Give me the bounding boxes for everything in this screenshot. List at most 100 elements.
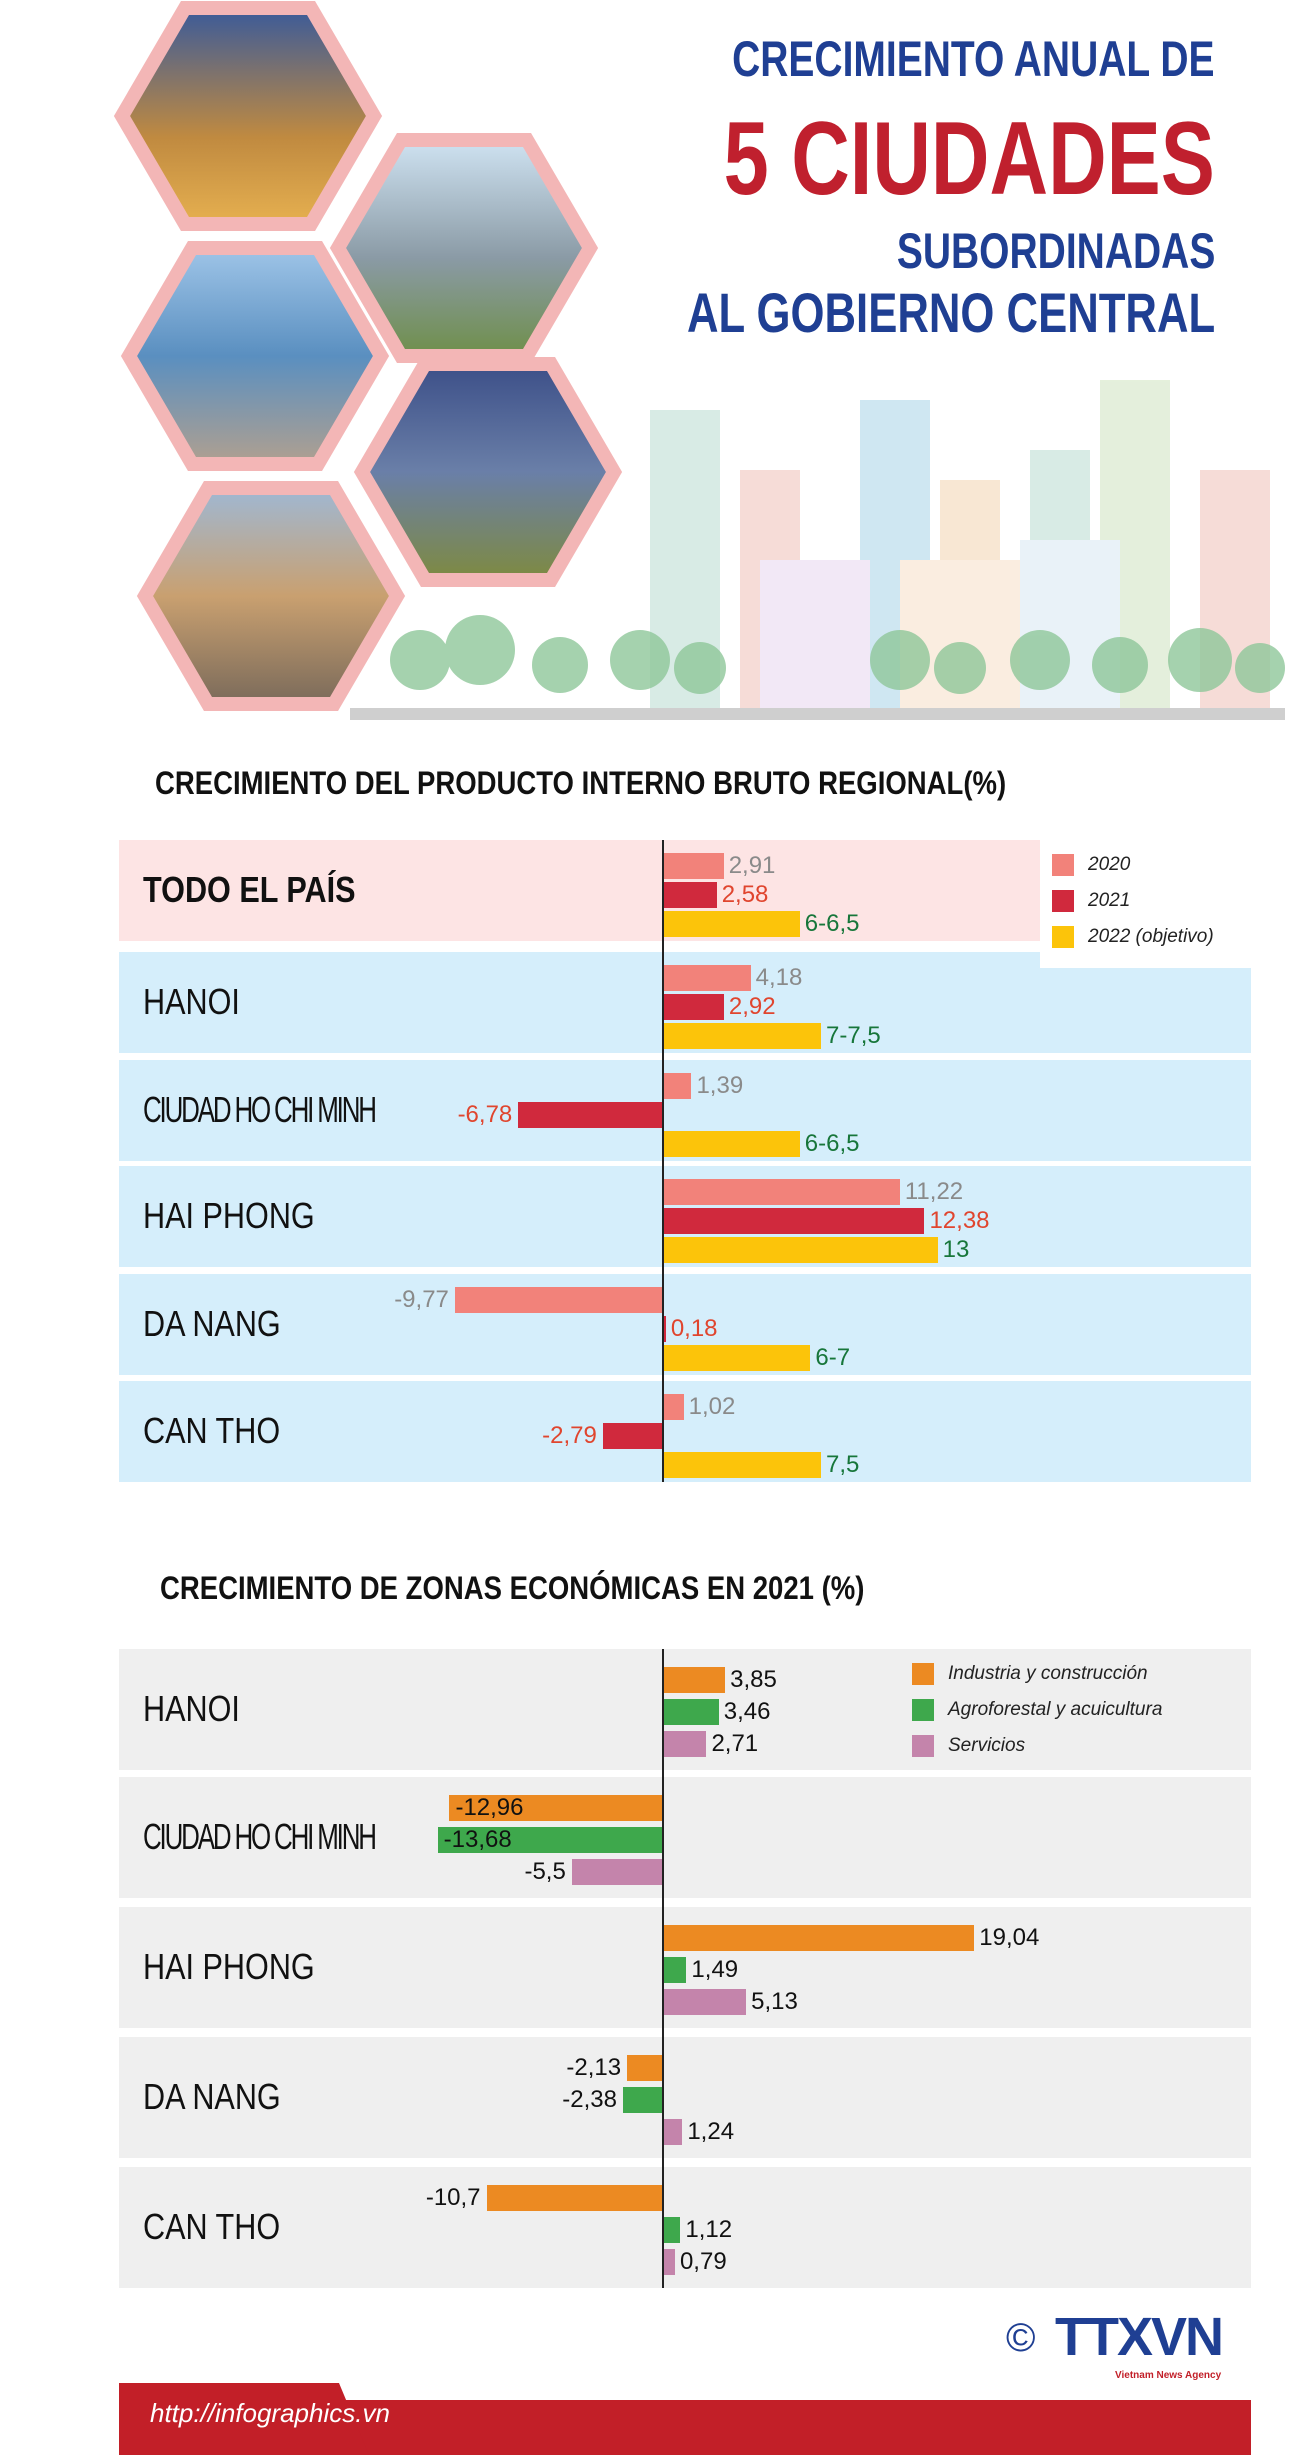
data-label: -12,96 (455, 1794, 524, 1821)
legend: Industria y construcción Agroforestal y a… (900, 1649, 1251, 1770)
title-line-1: CRECIMIENTO ANUAL DE (732, 31, 1215, 87)
title-line-4: AL GOBIERNO CENTRAL (686, 281, 1215, 344)
title-line-2: 5 CIUDADES (723, 101, 1215, 217)
city-label: HAI PHONG (143, 1945, 315, 1987)
city-label: TODO EL PAÍS (143, 868, 356, 910)
data-label: -9,77 (394, 1286, 449, 1313)
bar-2022 (662, 911, 800, 937)
data-label: 1,12 (685, 2216, 733, 2243)
bar-2022 (662, 1345, 811, 1371)
bar-2021 (602, 1423, 662, 1449)
legend-label: 2020 (1088, 854, 1131, 875)
legend-item: Servicios (912, 1735, 1025, 1757)
bar-2020 (454, 1287, 662, 1313)
bar-2021 (662, 994, 724, 1020)
data-label: 2,91 (728, 852, 776, 879)
bar-2021 (518, 1102, 662, 1128)
data-label: 0,18 (670, 1315, 718, 1342)
data-label: 6-6,5 (804, 910, 860, 937)
zero-axis (662, 1649, 664, 2288)
zero-axis (662, 840, 664, 1482)
bar-agroforestal (622, 2087, 662, 2113)
data-label: 5,13 (751, 1988, 798, 2015)
ttxvn-logo-subtitle: Vietnam News Agency (1115, 2370, 1222, 2381)
bar-2022 (662, 1131, 800, 1157)
data-label: 19,04 (979, 1924, 1040, 1951)
data-label: 1,49 (691, 1956, 739, 1983)
city-label: CAN THO (143, 1409, 281, 1451)
bar-servicios (571, 1859, 662, 1885)
data-label: 12,38 (929, 1207, 990, 1234)
bar-industria (486, 2185, 662, 2211)
data-label: 7,5 (826, 1451, 860, 1478)
footer-url-link[interactable]: http://infographics.vn (150, 2398, 390, 2428)
data-label: 1,39 (696, 1072, 744, 1099)
hexagon-photo-3 (120, 241, 390, 471)
legend-swatch (1052, 926, 1074, 948)
legend-item: 2022 (objetivo) (1052, 926, 1214, 948)
bar-2022 (662, 1452, 821, 1478)
bar-2020 (662, 1179, 900, 1205)
data-label: 1,24 (687, 2118, 735, 2145)
data-label: 2,71 (711, 1730, 759, 1757)
legend-label: Agroforestal y acuicultura (948, 1699, 1163, 1720)
bar-servicios (662, 2249, 675, 2275)
bar-industria (662, 1667, 726, 1693)
data-label: 7-7,5 (826, 1022, 881, 1049)
city-label: CIUDAD HO CHI MINH (143, 1088, 377, 1130)
bar-2021 (662, 1208, 925, 1234)
bar-servicios (662, 2119, 683, 2145)
data-label: 2,58 (721, 881, 769, 908)
bar-agroforestal (662, 1957, 687, 1983)
data-label: -6,78 (457, 1101, 513, 1128)
hexagon-photo-5 (136, 481, 406, 711)
data-label: 4,18 (755, 964, 803, 991)
city-label: DA NANG (143, 2075, 281, 2117)
hexagon-photo-4 (353, 357, 623, 587)
legend-item: Industria y construcción (912, 1663, 1148, 1685)
footer-tab (119, 2383, 369, 2455)
chart2-title: CRECIMIENTO DE ZONAS ECONÓMICAS EN 2021 … (160, 1570, 865, 1606)
legend-swatch (912, 1735, 934, 1757)
bar-2020 (662, 853, 724, 879)
bar-2021 (662, 882, 717, 908)
hero-illustration (113, 1, 1285, 720)
city-label: HAI PHONG (143, 1194, 315, 1236)
legend-item: 2021 (1052, 890, 1130, 912)
ttxvn-logo: TTXVN (1055, 2307, 1224, 2367)
data-label: 1,02 (688, 1393, 736, 1420)
data-label: 6-6,5 (804, 1130, 860, 1157)
chart-row: DA NANG (119, 2037, 1251, 2158)
city-label: CAN THO (143, 2205, 281, 2247)
data-label: -2,13 (566, 2054, 622, 2081)
bar-agroforestal (662, 1699, 719, 1725)
data-label: -2,79 (542, 1422, 597, 1449)
data-label: -13,68 (443, 1826, 512, 1853)
legend-item: 2020 (1052, 854, 1130, 876)
legend-swatch (912, 1699, 934, 1721)
data-label: 3,46 (723, 1698, 771, 1725)
legend-swatch (912, 1663, 934, 1685)
city-label: HANOI (143, 1687, 240, 1729)
legend-label: Industria y construcción (948, 1663, 1148, 1684)
title-line-3: SUBORDINADAS (896, 223, 1215, 279)
data-label: 11,22 (904, 1178, 964, 1205)
bar-2022 (662, 1237, 938, 1263)
legend-label: 2022 (objetivo) (1088, 926, 1214, 947)
legend-label: 2021 (1088, 890, 1131, 911)
data-label: 0,79 (679, 2248, 727, 2275)
data-label: 6-7 (815, 1344, 851, 1371)
city-label: DA NANG (143, 1302, 281, 1344)
bar-2020 (662, 1073, 692, 1099)
trees (390, 615, 1285, 694)
bar-servicios (662, 1731, 707, 1757)
legend-swatch (1052, 854, 1074, 876)
chart-row: CIUDAD HO CHI MINH (119, 1777, 1251, 1898)
data-label: -5,5 (524, 1858, 566, 1885)
legend-swatch (1052, 890, 1074, 912)
legend: 2020 2021 2022 (objetivo) (1040, 840, 1251, 968)
bar-industria (449, 1795, 662, 1821)
data-label: 3,85 (730, 1666, 777, 1693)
chart-row: DA NANG (119, 1274, 1251, 1375)
city-label: CIUDAD HO CHI MINH (143, 1815, 377, 1857)
